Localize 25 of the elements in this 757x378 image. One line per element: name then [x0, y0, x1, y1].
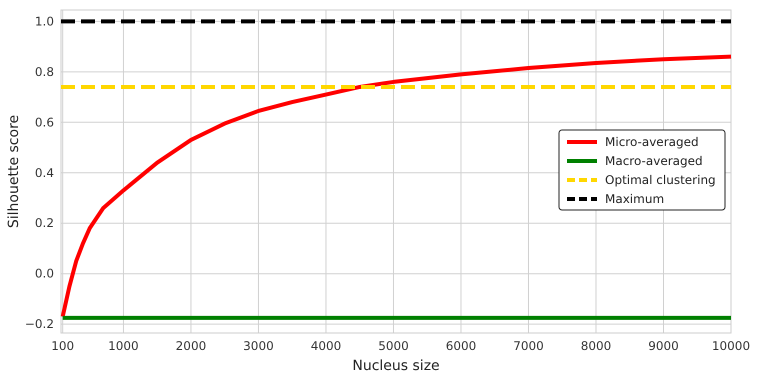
x-tick-label: 2000 [176, 339, 206, 353]
y-tick-label: 0.2 [34, 216, 54, 230]
x-axis-title: Nucleus size [352, 358, 440, 374]
x-tick-label: 6000 [446, 339, 476, 353]
legend-label: Maximum [605, 192, 664, 206]
y-tick-label: −0.2 [24, 317, 54, 332]
y-tick-label: 0.4 [34, 166, 54, 180]
legend-label: Optimal clustering [605, 173, 716, 187]
x-tick-label: 3000 [243, 339, 274, 353]
line-series [60, 54, 733, 319]
x-tick-label: 9000 [648, 339, 679, 353]
x-tick-label: 1000 [108, 339, 139, 353]
y-tick-label: 0.0 [34, 266, 54, 281]
legend-label: Micro-averaged [605, 135, 699, 149]
x-tick-label: 8000 [580, 339, 612, 353]
y-tick-label: 1.0 [34, 14, 54, 28]
x-tick-label: 4000 [310, 339, 342, 353]
x-tick-label: 10000 [712, 339, 750, 353]
legend-label: Macro-averaged [605, 154, 703, 168]
x-tick-label: 7000 [513, 339, 544, 353]
x-tick-label: 100 [51, 339, 74, 353]
y-tick-label: 0.8 [34, 64, 54, 79]
y-tick-label: 0.6 [34, 115, 54, 130]
x-tick-label: 5000 [378, 339, 409, 353]
y-axis-title: Silhouette score [6, 114, 22, 228]
